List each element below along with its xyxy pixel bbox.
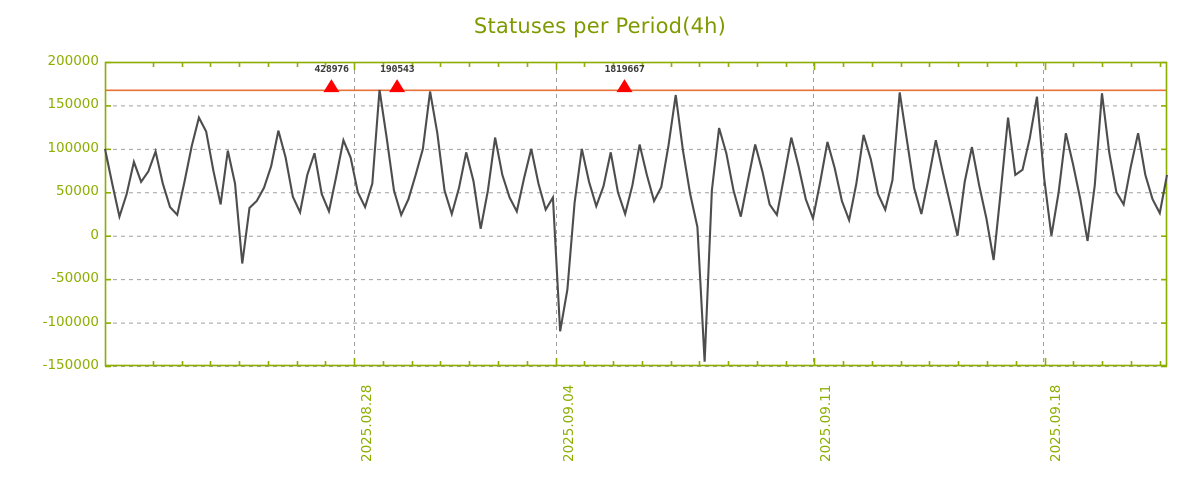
peak-marker-triangle xyxy=(389,79,406,93)
y-axis-tick-label: 0 xyxy=(90,226,99,243)
peak-annotation-label: 1819667 xyxy=(604,64,645,76)
x-axis-tick-label: 2025.09.04 xyxy=(560,384,577,462)
y-axis-tick-label: 100000 xyxy=(47,139,99,156)
peak-marker-layer xyxy=(323,79,633,93)
x-axis-tick-label: 2025.09.18 xyxy=(1047,384,1064,462)
y-axis-tick-label: 150000 xyxy=(47,96,99,113)
peak-marker-triangle xyxy=(323,79,340,93)
y-axis-tick-label: 50000 xyxy=(56,183,99,200)
data-line-statuses xyxy=(103,89,1169,362)
x-axis-tick-label: 2025.08.28 xyxy=(359,384,376,462)
axis-layer xyxy=(104,61,1168,368)
data-series-layer xyxy=(103,89,1169,362)
y-axis-tick-label: -100000 xyxy=(42,313,99,330)
peak-annotation-label: 428976 xyxy=(314,64,349,76)
y-axis-tick-label: -50000 xyxy=(51,270,99,287)
peak-marker-triangle xyxy=(616,79,633,93)
x-axis-tick-label: 2025.09.11 xyxy=(818,384,835,462)
page-title: Statuses per Period(4h) xyxy=(473,14,727,38)
peak-annotation-label: 190543 xyxy=(380,64,415,76)
plot-frame xyxy=(104,61,1168,367)
grid-layer xyxy=(105,62,1167,367)
y-axis-tick-label: 200000 xyxy=(47,53,99,69)
y-axis-tick-label: -150000 xyxy=(42,357,99,373)
